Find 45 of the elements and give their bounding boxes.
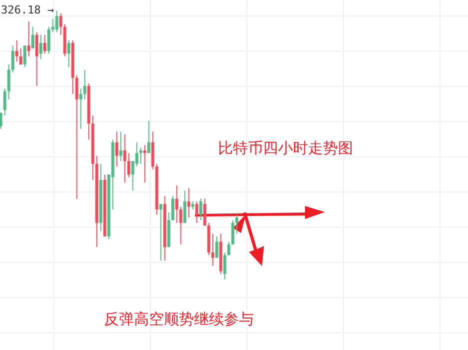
candlestick [59, 12, 62, 36]
annotation: 326.18 → [1, 4, 54, 16]
candlestick [223, 252, 226, 280]
candlestick [3, 88, 6, 116]
candlestick [235, 214, 238, 234]
candlestick [0, 112, 2, 130]
candlestick [115, 131, 118, 167]
candlestick [175, 184, 178, 224]
candlestick [139, 147, 142, 164]
candlestick [19, 48, 22, 65]
candlestick [31, 26, 34, 49]
candlestick [11, 45, 14, 73]
text: 比特币四小时走势图 [218, 139, 353, 157]
candlestick [171, 196, 174, 221]
candlestick [15, 40, 18, 62]
candlestick [127, 152, 130, 178]
candlestick [231, 220, 234, 245]
candlestick [227, 241, 230, 256]
candlestick [55, 10, 58, 33]
candlestick [27, 20, 30, 57]
candlestick [123, 134, 126, 184]
candlestick [79, 88, 82, 130]
candlestick [39, 34, 42, 60]
candlestick [47, 26, 50, 54]
candlestick [211, 233, 214, 266]
candlestick [43, 34, 46, 54]
candlestick [35, 32, 38, 86]
candlestick [51, 18, 54, 33]
candlestick [23, 45, 26, 68]
candlestick [199, 198, 202, 221]
candlestick [7, 64, 10, 100]
candlestick [75, 74, 78, 200]
candlestick [183, 190, 186, 224]
candlestick [83, 69, 86, 100]
candlestick [203, 198, 206, 226]
candlestick [187, 187, 190, 218]
candlestick [119, 131, 122, 162]
text: 反弹高空顺势继续参与 [104, 310, 254, 328]
candlestick [159, 204, 162, 261]
candlestick [195, 200, 198, 224]
candlestick [143, 144, 146, 184]
candlestick [215, 236, 218, 258]
candlestick [147, 120, 150, 154]
candlestick [179, 206, 182, 245]
candlestick [67, 40, 70, 68]
